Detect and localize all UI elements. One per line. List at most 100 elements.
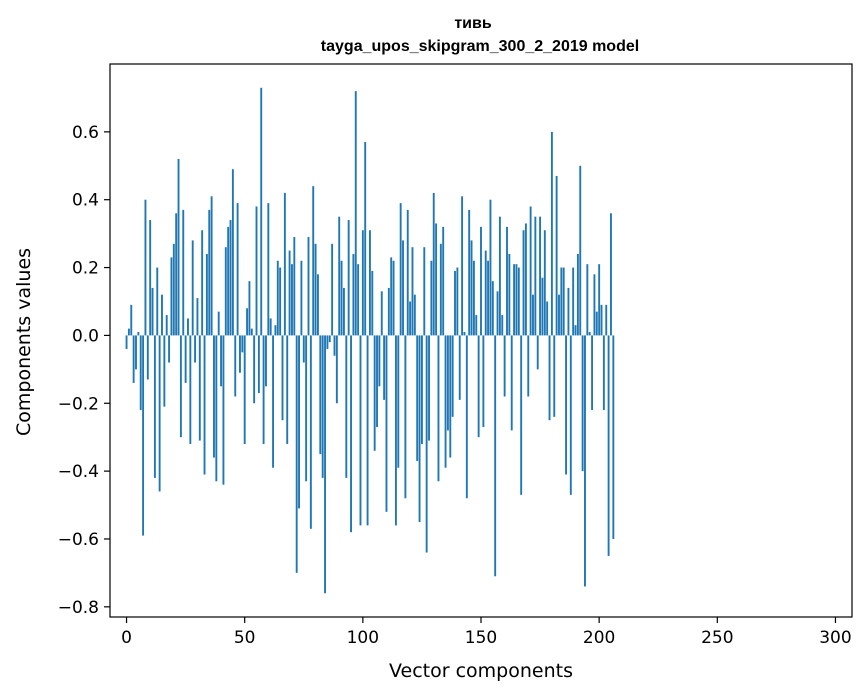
bar-component-113: [392, 260, 395, 336]
bar-component-3: [132, 335, 135, 383]
bar-component-143: [463, 332, 466, 336]
bar-component-176: [541, 277, 544, 336]
bar-component-122: [413, 294, 416, 336]
bar-component-187: [567, 287, 570, 336]
bar-component-183: [558, 294, 560, 336]
bar-component-13: [156, 267, 159, 336]
bar-component-172: [532, 294, 534, 336]
bar-component-77: [307, 237, 310, 336]
bar-component-133: [439, 243, 442, 336]
bar-component-107: [378, 335, 381, 387]
bar-component-36: [210, 196, 213, 336]
bar-component-161: [506, 226, 508, 336]
bar-component-148: [475, 315, 478, 336]
bar-component-48: [239, 335, 241, 373]
bar-component-81: [317, 274, 319, 336]
bar-component-145: [468, 209, 471, 336]
bar-component-98: [357, 264, 360, 336]
bar-component-131: [435, 223, 438, 336]
bar-component-38: [215, 335, 218, 482]
bar-component-27: [189, 335, 192, 444]
bar-component-78: [309, 335, 312, 529]
bar-component-158: [498, 216, 501, 336]
bar-component-109: [383, 335, 386, 400]
bar-component-150: [480, 226, 482, 336]
bar-component-189: [572, 267, 575, 336]
bar-component-178: [546, 301, 549, 336]
y-tick-label: 0.6: [72, 123, 99, 143]
bar-component-111: [387, 287, 390, 336]
bar-component-114: [394, 335, 397, 526]
bar-component-80: [314, 243, 317, 336]
bar-component-162: [508, 253, 511, 336]
plot-frame: [109, 63, 853, 618]
x-tick-label: 250: [701, 628, 733, 648]
x-axis-ticks: 0 50 100 150 200 250 300: [121, 617, 852, 648]
bar-component-108: [380, 291, 383, 336]
bar-component-121: [411, 247, 414, 336]
bar-component-173: [534, 216, 537, 336]
bar-component-6: [139, 335, 142, 411]
bar-component-54: [253, 335, 256, 404]
bar-component-132: [437, 335, 440, 482]
bar-component-171: [529, 206, 532, 336]
bar-component-11: [151, 287, 154, 336]
bar-component-20: [172, 243, 175, 336]
bar-component-192: [579, 165, 582, 336]
bar-component-86: [328, 335, 331, 343]
x-tick-label: 300: [819, 628, 851, 648]
bar-component-10: [149, 220, 152, 336]
bar-component-118: [404, 335, 407, 499]
bar-component-2: [130, 304, 133, 336]
bar-component-82: [319, 335, 322, 455]
bar-component-53: [250, 328, 253, 336]
bar-component-22: [177, 158, 180, 336]
bar-component-110: [385, 335, 388, 512]
bar-component-41: [222, 335, 225, 485]
x-axis-label: Vector components: [389, 660, 573, 682]
bar-component-188: [569, 335, 572, 495]
bar-component-186: [565, 335, 568, 475]
bar-component-141: [458, 335, 461, 400]
bar-component-62: [272, 335, 274, 468]
bar-component-87: [331, 243, 334, 336]
x-tick-label: 50: [234, 628, 256, 648]
bar-component-58: [262, 335, 265, 444]
bar-component-24: [182, 209, 185, 336]
bar-component-119: [406, 209, 409, 336]
bar-component-47: [236, 203, 239, 336]
bar-component-72: [295, 335, 298, 573]
bar-component-73: [298, 335, 300, 509]
bar-component-37: [213, 335, 215, 458]
bar-component-168: [522, 230, 525, 336]
bar-component-102: [366, 335, 369, 526]
bar-component-169: [524, 223, 527, 336]
bar-component-40: [220, 335, 223, 387]
bar-component-43: [227, 226, 230, 336]
bar-component-175: [539, 216, 542, 336]
bar-component-193: [581, 335, 584, 472]
bar-component-8: [144, 199, 147, 336]
y-tick-label: 0.2: [72, 259, 99, 279]
bar-component-89: [335, 335, 338, 404]
bar-component-203: [605, 304, 608, 336]
bar-component-135: [444, 335, 447, 468]
bar-component-159: [501, 315, 504, 336]
bar-component-51: [246, 308, 248, 336]
bar-component-147: [472, 260, 475, 336]
bar-component-95: [350, 335, 352, 533]
bar-component-154: [489, 199, 492, 336]
bar-component-142: [461, 196, 464, 336]
bar-component-75: [302, 335, 305, 363]
bar-component-115: [397, 335, 400, 468]
bar-component-68: [286, 335, 289, 444]
bar-component-33: [203, 335, 206, 475]
bar-component-130: [432, 192, 435, 336]
bar-component-106: [376, 335, 378, 428]
bar-component-177: [543, 230, 546, 336]
bar-component-179: [548, 335, 551, 421]
bar-component-174: [536, 335, 539, 370]
bar-component-167: [520, 335, 523, 495]
